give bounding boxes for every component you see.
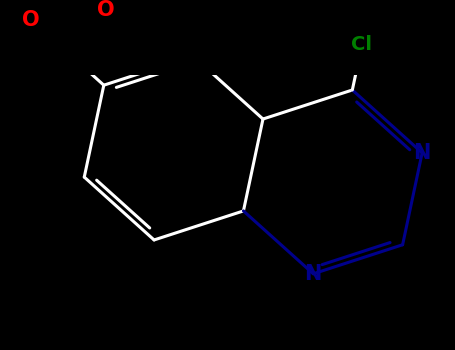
Text: O: O <box>96 0 114 21</box>
Text: Cl: Cl <box>351 35 373 54</box>
Text: N: N <box>414 143 431 163</box>
Text: O: O <box>22 10 40 30</box>
Text: N: N <box>304 264 322 284</box>
